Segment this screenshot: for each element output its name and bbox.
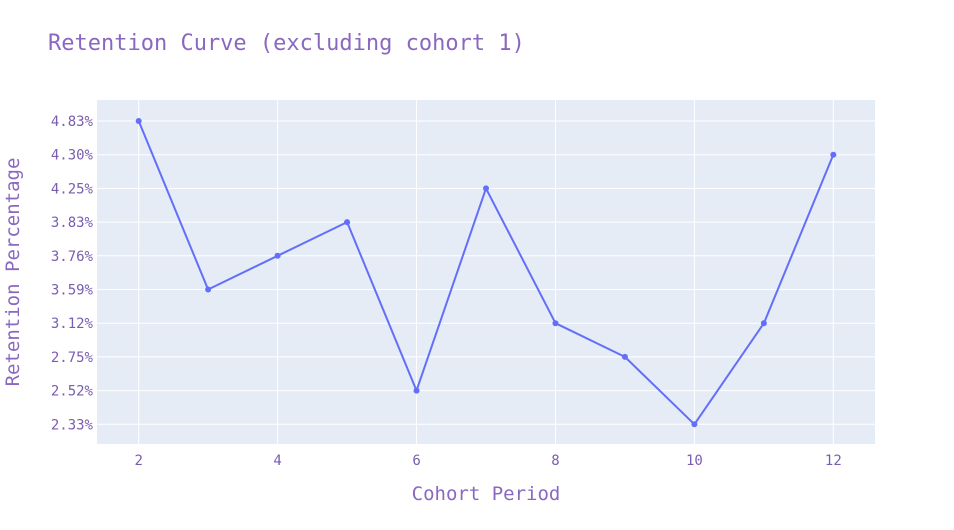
data-point	[413, 387, 420, 394]
data-point	[205, 286, 212, 293]
x-axis-title: Cohort Period	[412, 483, 561, 505]
data-point	[344, 219, 351, 226]
data-point	[691, 421, 698, 428]
y-tick-label: 2.52%	[51, 384, 94, 400]
data-point	[552, 320, 559, 327]
y-tick-label: 2.75%	[51, 350, 94, 366]
x-tick-label: 2	[134, 453, 142, 469]
chart-title: Retention Curve (excluding cohort 1)	[48, 31, 525, 56]
x-axis-ticks: 2 4 6 8 10 12	[134, 453, 841, 469]
data-point	[274, 252, 281, 259]
grid-lines	[97, 100, 875, 444]
y-tick-label: 4.25%	[51, 181, 94, 197]
data-point	[760, 320, 767, 327]
x-tick-label: 12	[825, 453, 842, 469]
y-tick-label: 2.33%	[51, 417, 94, 433]
y-axis-ticks: 4.83% 4.30% 4.25% 3.83% 3.76% 3.59% 3.12% 2.75%…	[51, 114, 94, 433]
y-tick-label: 4.30%	[51, 148, 94, 164]
y-tick-label: 3.76%	[51, 249, 94, 265]
y-tick-label: 3.59%	[51, 283, 94, 299]
y-tick-label: 3.83%	[51, 215, 94, 231]
y-tick-label: 3.12%	[51, 316, 94, 332]
x-tick-label: 8	[551, 453, 559, 469]
data-point	[135, 118, 142, 124]
data-point	[483, 185, 489, 192]
x-tick-label: 6	[412, 453, 420, 469]
y-tick-label: 4.83%	[51, 114, 94, 130]
x-tick-label: 4	[273, 453, 281, 469]
y-axis-title: Retention Percentage	[2, 158, 24, 387]
x-tick-label: 10	[686, 453, 703, 469]
plot-area	[97, 100, 875, 444]
series-markers	[135, 118, 837, 428]
data-point	[621, 353, 628, 360]
data-point	[830, 151, 837, 158]
